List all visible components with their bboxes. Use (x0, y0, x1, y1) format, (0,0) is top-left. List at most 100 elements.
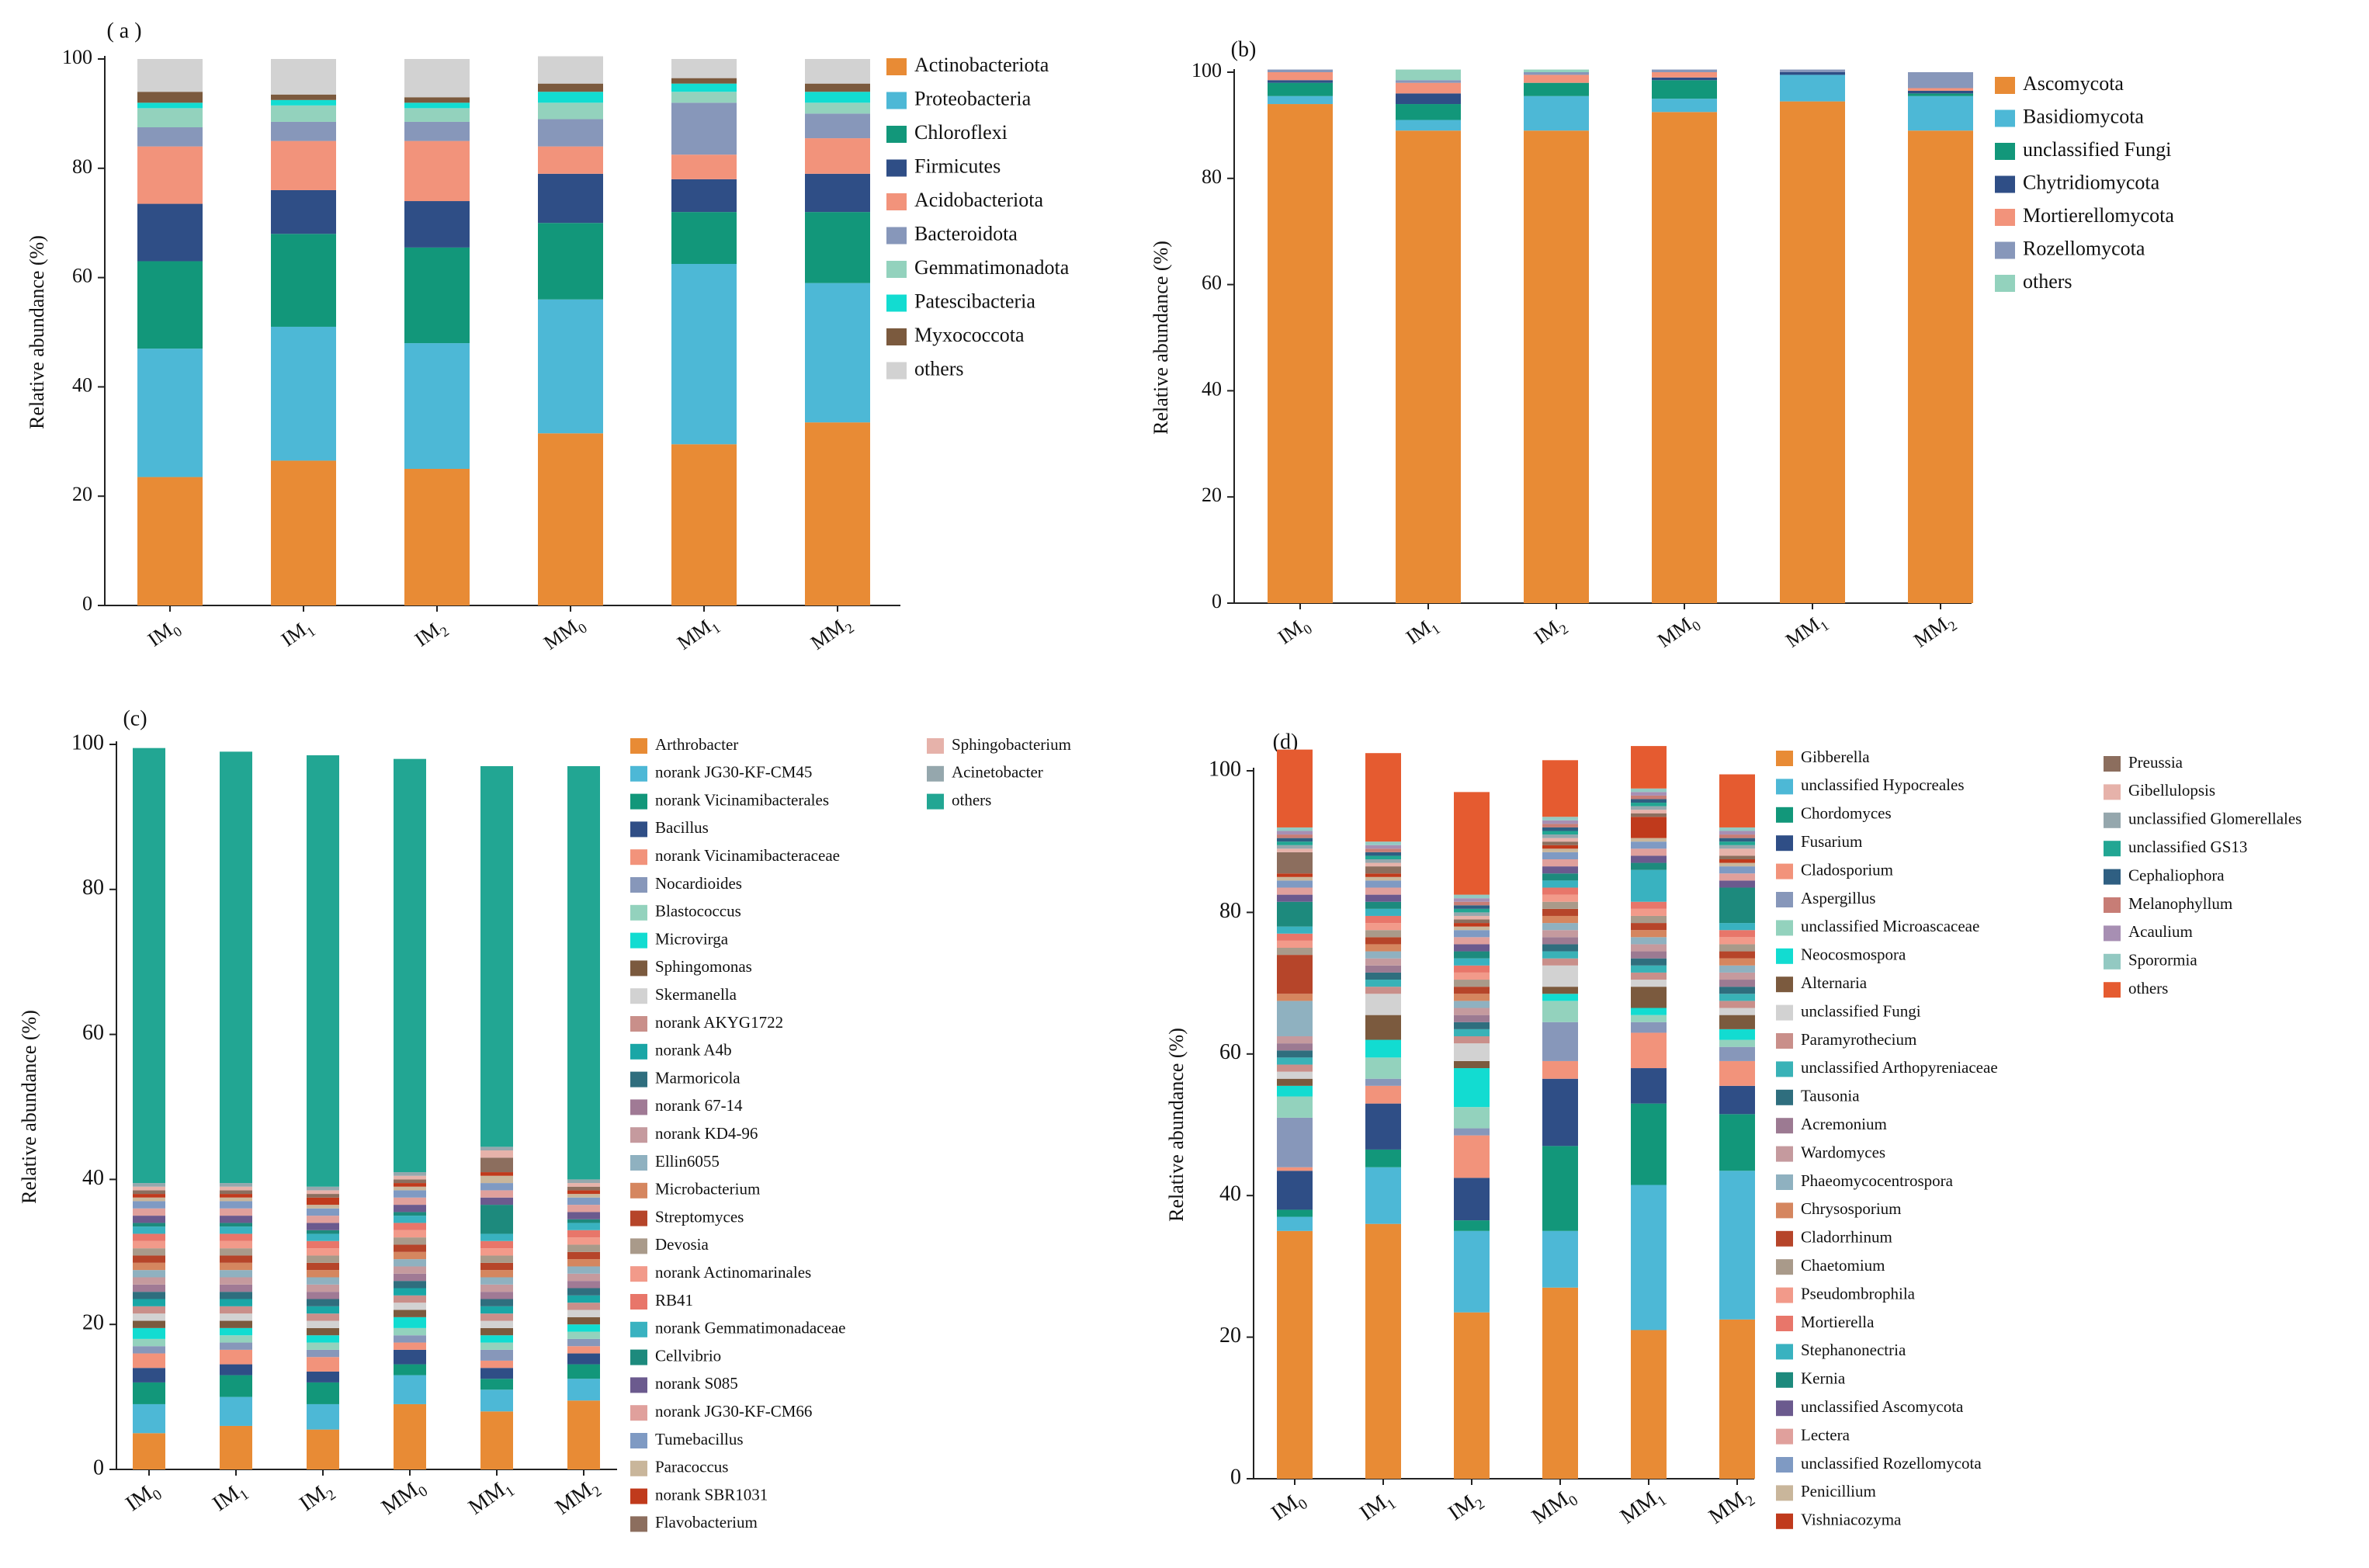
bar-segment (133, 1190, 165, 1195)
bar-segment (480, 1389, 513, 1412)
bar-segment (1652, 77, 1717, 81)
bar-segment (1365, 852, 1401, 856)
legend-label: Acinetobacter (952, 763, 1043, 782)
legend-label: Paramyrothecium (1801, 1030, 1916, 1049)
bar-segment (1277, 901, 1313, 927)
bar-segment (394, 1375, 426, 1404)
bar-segment (1542, 915, 1578, 924)
bar-segment (271, 234, 336, 327)
bar-segment (1454, 1178, 1490, 1221)
bar-segment (480, 1262, 513, 1271)
bar-segment (1631, 980, 1667, 987)
legend-swatch (2104, 784, 2121, 800)
bar-segment (480, 1368, 513, 1379)
bar-segment (220, 1226, 252, 1234)
legend-label: unclassified Microascaceae (1801, 917, 1979, 935)
bar-segment (1277, 834, 1313, 838)
legend-swatch (630, 1321, 647, 1337)
legend-label: Firmicutes (914, 154, 1001, 177)
bar-segment (567, 1295, 600, 1303)
bar-segment (567, 1244, 600, 1252)
bar-segment (1277, 749, 1313, 827)
y-tick-label: 40 (72, 373, 92, 396)
bar-segment (307, 1186, 339, 1191)
bar-segment (220, 1223, 252, 1227)
bar-segment (567, 1288, 600, 1296)
legend-swatch (630, 1182, 647, 1199)
legend-swatch (1776, 1485, 1793, 1501)
bar-segment (1719, 958, 1755, 966)
x-tick-label: IM1 (277, 614, 318, 654)
bar-segment (220, 1190, 252, 1195)
bar-segment (1542, 1022, 1578, 1061)
y-tick-label: 60 (72, 265, 92, 287)
bar-segment (1631, 958, 1667, 966)
bar-segment (133, 748, 165, 1184)
bar-segment (394, 1288, 426, 1296)
bar-segment (220, 1208, 252, 1216)
bar-segment (404, 469, 470, 605)
bar-segment (1631, 987, 1667, 1008)
bar-segment (394, 1327, 426, 1336)
bar-segment (394, 1403, 426, 1469)
bar-segment (1719, 923, 1755, 931)
legend-swatch (927, 793, 944, 810)
bar-segment (1631, 1008, 1667, 1015)
bar-segment (1365, 944, 1401, 952)
bar-segment (1365, 965, 1401, 973)
bar-segment (567, 1219, 600, 1223)
bar-segment (394, 1335, 426, 1343)
bar-segment (1454, 1068, 1490, 1108)
bar-segment (567, 1346, 600, 1354)
bar-segment (133, 1270, 165, 1278)
bar-segment (137, 349, 203, 477)
bar-segment (1908, 72, 1973, 88)
bar-segment (480, 1150, 513, 1158)
bar-segment (394, 1175, 426, 1180)
legend-swatch (1995, 109, 2015, 127)
bar-segment (805, 212, 870, 283)
bar-segment (404, 59, 470, 98)
legend-swatch (886, 261, 907, 278)
legend-swatch (1776, 1457, 1793, 1473)
x-tick-label-main: MM (539, 615, 582, 654)
bar-segment (1365, 845, 1401, 849)
bar-segment (1542, 834, 1578, 838)
bar-segment (137, 127, 203, 147)
bar-segment (1454, 987, 1490, 994)
legend-label: norank S085 (655, 1374, 738, 1393)
bar-segment (1365, 894, 1401, 902)
bar-segment (1652, 69, 1717, 72)
bar-segment (1277, 827, 1313, 831)
bar-segment (1454, 1230, 1490, 1313)
chart-panel-c: (c) 0 20 40 60 80 100 Relative abundance (%) IM0… (18, 706, 1071, 1532)
legend-label: unclassified Arthopyreniaceae (1801, 1058, 1998, 1077)
bar-segment (394, 1197, 426, 1205)
legend-label: Proteobacteria (914, 87, 1032, 109)
bar-segment (220, 1349, 252, 1365)
bar-segment (307, 1194, 339, 1198)
bar-segment (1365, 951, 1401, 959)
bar-segment (1396, 82, 1461, 94)
legend-label: others (2023, 270, 2072, 293)
bar-segment (220, 1396, 252, 1426)
x-tick-label: MM0 (539, 611, 590, 657)
bar-segment (480, 1360, 513, 1369)
bar-segment (1719, 855, 1755, 859)
bar-segment (1454, 1312, 1490, 1479)
bar-segment (1454, 894, 1490, 899)
bar-segment (1542, 817, 1578, 820)
x-tick-label-main: MM (1781, 612, 1824, 651)
bar-segment (1719, 873, 1755, 881)
legend-label: Neocosmospora (1801, 945, 1906, 964)
legend-label: Lectera (1801, 1425, 1850, 1444)
bar-segment (1365, 994, 1401, 1015)
bar-segment (1542, 873, 1578, 881)
legend-label: Kernia (1801, 1369, 1846, 1388)
legend-label: Patescibacteria (914, 290, 1035, 312)
bar-segment (307, 1205, 339, 1209)
bar-segment (307, 1197, 339, 1205)
bar-segment (1524, 75, 1589, 83)
legend-swatch (630, 1433, 647, 1448)
